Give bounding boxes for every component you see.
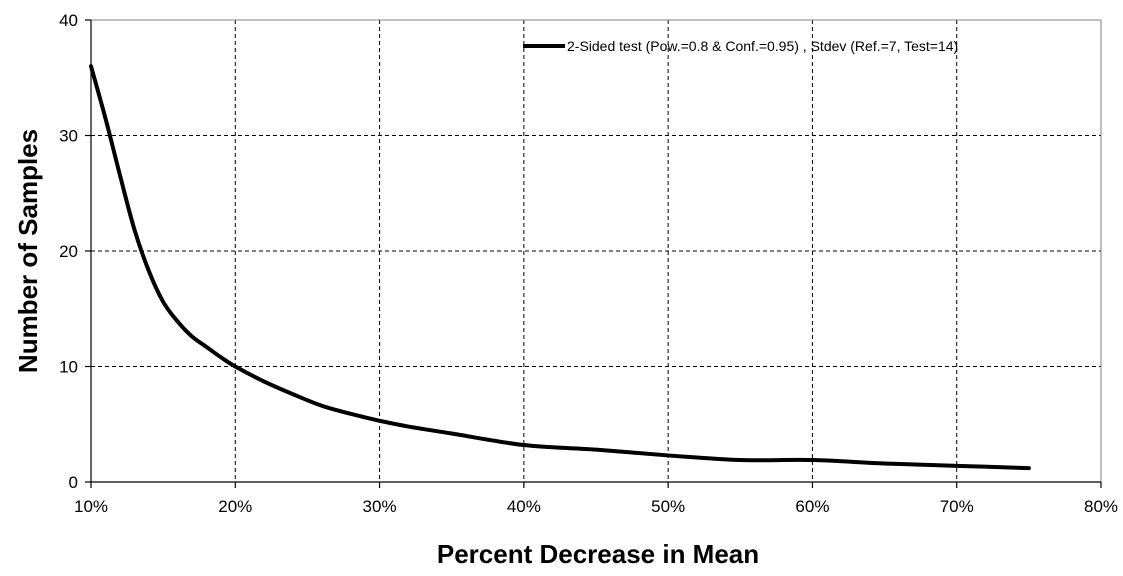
x-tick-label: 50% [651, 497, 685, 516]
y-tick-label: 20 [59, 242, 78, 261]
x-axis-title: Percent Decrease in Mean [437, 539, 759, 569]
y-axis-title: Number of Samples [13, 129, 43, 373]
plot-frame [91, 19, 1102, 482]
x-tick-label: 60% [795, 497, 829, 516]
y-tick-label: 0 [69, 473, 78, 492]
grid-layer [91, 20, 1101, 482]
y-tick-label: 10 [59, 358, 78, 377]
x-tick-label: 10% [74, 497, 108, 516]
x-tick-label: 70% [940, 497, 974, 516]
x-tick-label: 40% [507, 497, 541, 516]
x-tick-label: 20% [218, 497, 252, 516]
legend: 2-Sided test (Pow.=0.8 & Conf.=0.95) , S… [523, 38, 958, 54]
x-tick-label: 80% [1084, 497, 1118, 516]
series-layer [89, 64, 1031, 471]
series-line [89, 64, 1031, 471]
y-tick-label: 30 [59, 127, 78, 146]
axes-layer: 10% 20% 30% 40% 50% 60% 70% 80% 0 10 20 30 40 [59, 11, 1118, 516]
legend-label: 2-Sided test (Pow.=0.8 & Conf.=0.95) , S… [567, 38, 958, 54]
y-tick-label: 40 [59, 11, 78, 30]
x-tick-label: 30% [363, 497, 397, 516]
